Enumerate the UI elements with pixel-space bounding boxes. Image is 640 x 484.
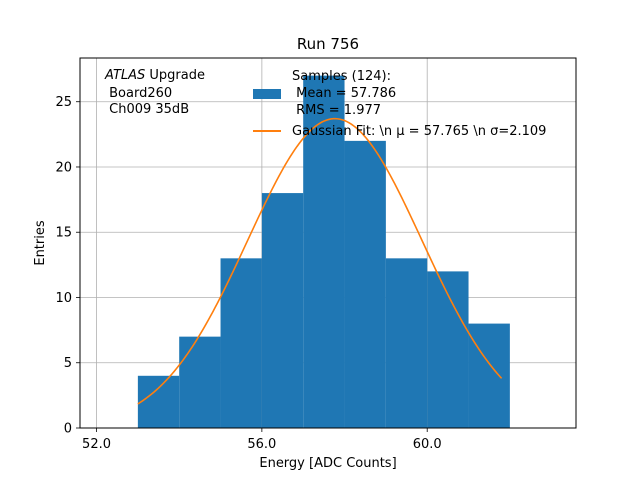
legend-hist-swatch [253,89,281,99]
histogram-bars [137,75,510,428]
annotation-box: ATLAS Upgrade Board260 Ch009 35dB [104,68,205,117]
y-tick-label: 0 [64,422,72,437]
histogram-bar [303,75,345,428]
annotation-line-1: ATLAS Upgrade [104,68,205,83]
x-tick-label: 60.0 [413,437,442,452]
upgrade-label: Upgrade [145,68,205,83]
histogram-bar [179,336,221,428]
histogram-bar [344,140,386,428]
y-tick-label: 20 [55,160,72,175]
y-tick-label: 15 [55,226,72,241]
y-axis-label: Entries [33,220,48,266]
atlas-label: ATLAS [104,68,145,83]
gaussian-fit-curve [137,117,503,405]
legend-fit-label: Gaussian Fit: \n μ = 57.765 \n σ=2.109 [292,124,546,139]
annotation-line-3: Ch009 35dB [105,102,189,117]
legend-hist-line-1: Samples (124): [292,69,391,84]
gaussian-fit [137,117,503,405]
legend: Samples (124): Mean = 57.786 RMS = 1.977… [253,69,546,139]
histogram-bar [427,271,469,428]
x-tick-label: 52.0 [82,437,111,452]
axis-ticks: 52.0 56.0 60.0 0 5 10 15 20 25 [55,95,441,452]
histogram-bar [385,258,428,428]
y-tick-label: 5 [64,356,72,371]
legend-hist-line-2: Mean = 57.786 [292,86,396,101]
legend-hist-line-3: RMS = 1.977 [292,103,381,118]
y-tick-label: 25 [55,95,72,110]
histogram-bar [468,323,510,428]
x-axis-label: Energy [ADC Counts] [259,456,396,471]
histogram-bar [261,193,304,428]
x-tick-label: 56.0 [247,437,276,452]
axes-frame [79,57,577,429]
chart-title: Run 756 [297,35,359,53]
histogram-bar [220,258,262,428]
annotation-line-2: Board260 [105,86,172,101]
y-tick-label: 10 [55,291,72,306]
histogram-bar [137,375,180,428]
